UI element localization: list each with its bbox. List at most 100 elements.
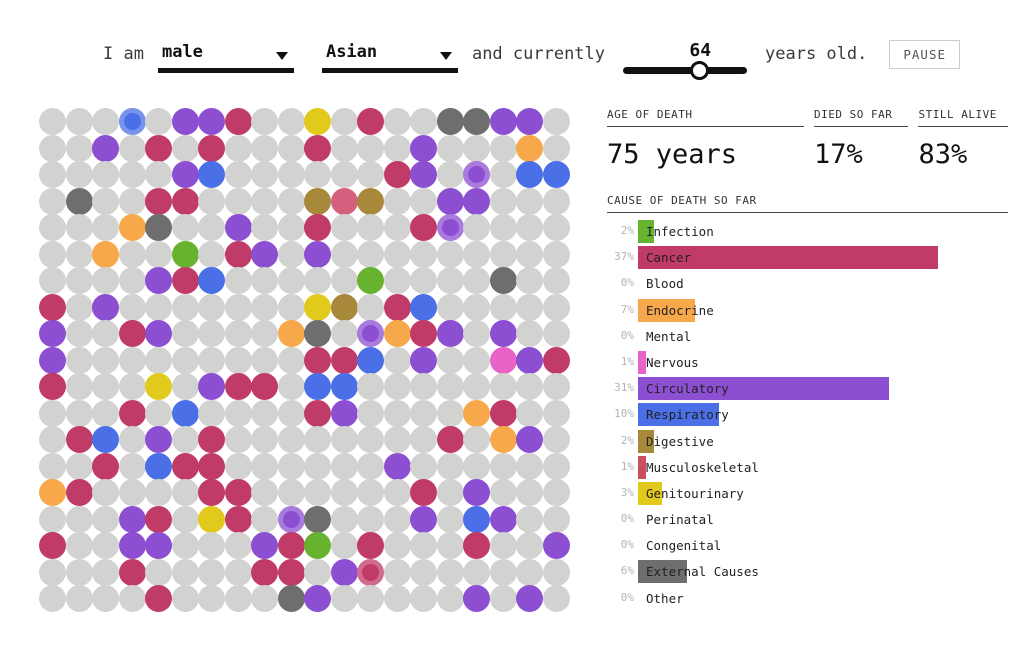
person-dot-alive bbox=[198, 532, 225, 559]
person-dot-alive bbox=[277, 293, 305, 321]
person-dot-alive bbox=[516, 373, 543, 400]
person-dot-alive bbox=[489, 240, 517, 268]
person-dot-alive bbox=[542, 293, 570, 321]
person-dot-alive bbox=[198, 399, 225, 427]
person-dot-alive bbox=[198, 187, 225, 215]
person-dot-alive bbox=[198, 293, 225, 321]
died-so-far-label: DIED SO FAR bbox=[813, 108, 909, 127]
person-dot-dead-blue bbox=[118, 108, 146, 135]
person-dot-dead-purple bbox=[516, 108, 543, 135]
cause-row: 37% Cancer bbox=[607, 245, 1008, 271]
person-dot-alive bbox=[436, 161, 464, 188]
age-slider-track[interactable] bbox=[623, 67, 748, 74]
person-dot-alive bbox=[198, 320, 225, 347]
person-dot-alive bbox=[304, 426, 331, 453]
person-dot-dead-purple bbox=[489, 108, 517, 135]
person-dot-dead-yellow bbox=[304, 293, 331, 321]
person-dot-alive bbox=[277, 479, 305, 506]
person-dot-alive bbox=[65, 214, 93, 241]
person-dot-alive bbox=[489, 585, 517, 612]
person-dot-alive bbox=[489, 134, 517, 162]
person-dot-alive bbox=[92, 532, 119, 559]
person-dot-alive bbox=[410, 426, 437, 453]
person-dot-alive bbox=[542, 479, 570, 506]
person-dot-dead-orange bbox=[92, 240, 119, 268]
cause-pct: 3% bbox=[620, 485, 634, 499]
person-dot-alive bbox=[489, 187, 517, 215]
person-dot-dead-darkgray bbox=[436, 108, 464, 135]
person-dot-dead-crimson bbox=[304, 399, 331, 427]
person-dot-dead-crimson bbox=[224, 108, 252, 135]
cause-row: 0% Congenital bbox=[607, 533, 1008, 559]
race-dropdown-value: Asian bbox=[325, 42, 378, 62]
person-dot-alive bbox=[410, 532, 437, 559]
person-dot-alive bbox=[65, 452, 93, 480]
person-dot-dead-purple bbox=[145, 320, 172, 347]
person-dot-alive bbox=[224, 267, 252, 294]
person-dot-dead-crimson bbox=[171, 187, 199, 215]
person-dot-alive bbox=[516, 267, 543, 294]
person-dot-alive bbox=[198, 240, 225, 268]
person-dot-alive bbox=[277, 134, 305, 162]
person-dot-alive bbox=[65, 346, 93, 374]
person-dot-alive bbox=[118, 293, 146, 321]
person-dot-alive bbox=[171, 373, 199, 400]
person-dot-dead-purple bbox=[516, 426, 543, 453]
person-dot-alive bbox=[357, 373, 384, 400]
sex-dropdown-value: male bbox=[161, 42, 203, 62]
age-slider[interactable]: 64 bbox=[623, 40, 748, 80]
person-dot-dead-purple bbox=[145, 532, 172, 559]
cause-of-death-title: CAUSE OF DEATH SO FAR bbox=[607, 194, 1008, 213]
person-dot-alive bbox=[145, 240, 172, 268]
person-dot-alive bbox=[463, 452, 490, 480]
person-dot-alive bbox=[463, 320, 490, 347]
person-dot-dead-crimson bbox=[198, 479, 225, 506]
still-alive-stat: STILL ALIVE 83% bbox=[918, 108, 1008, 170]
person-dot-alive bbox=[92, 373, 119, 400]
age-slider-value: 64 bbox=[689, 40, 712, 61]
person-dot-alive bbox=[330, 214, 358, 241]
person-dot-dead-purple bbox=[251, 532, 278, 559]
person-dot-alive bbox=[39, 187, 66, 215]
cause-label: Endocrine bbox=[646, 302, 714, 318]
person-dot-alive bbox=[65, 293, 93, 321]
person-dot-alive bbox=[436, 134, 464, 162]
person-dot-dead-crimson bbox=[357, 558, 384, 586]
person-dot-alive bbox=[542, 505, 570, 533]
person-dot-alive bbox=[65, 267, 93, 294]
person-dot-alive bbox=[330, 161, 358, 188]
person-dot-alive bbox=[357, 452, 384, 480]
cause-pct: 0% bbox=[620, 276, 634, 290]
person-dot-dead-crimson bbox=[198, 452, 225, 480]
person-dot-dead-darkgray bbox=[145, 214, 172, 241]
still-alive-label: STILL ALIVE bbox=[918, 108, 1008, 127]
person-dot-dead-crimson bbox=[357, 532, 384, 559]
sex-dropdown[interactable]: male bbox=[157, 40, 294, 73]
person-dot-alive bbox=[436, 399, 464, 427]
person-dot-alive bbox=[224, 161, 252, 188]
person-dot-alive bbox=[39, 452, 66, 480]
person-dot-dead-crimson bbox=[224, 505, 252, 533]
person-dot-alive bbox=[251, 585, 278, 612]
person-dot-dead-blue bbox=[542, 161, 570, 188]
age-slider-handle[interactable] bbox=[690, 61, 710, 80]
person-dot-alive bbox=[277, 267, 305, 294]
person-dot-dead-purple bbox=[463, 479, 490, 506]
person-dot-dead-purple bbox=[436, 187, 464, 215]
cause-row: 6% External Causes bbox=[607, 559, 1008, 585]
cause-pct: 0% bbox=[620, 538, 634, 552]
person-dot-dead-crimson bbox=[304, 346, 331, 374]
person-dot-alive bbox=[118, 187, 146, 215]
person-dot-dead-crimson bbox=[436, 426, 464, 453]
pause-button[interactable]: PAUSE bbox=[889, 40, 961, 69]
person-dot-alive bbox=[92, 161, 119, 188]
person-dot-dead-blue bbox=[463, 505, 490, 533]
cause-label: Genitourinary bbox=[646, 485, 744, 501]
person-dot-alive bbox=[436, 532, 464, 559]
person-dot-alive bbox=[516, 293, 543, 321]
person-dot-alive bbox=[251, 479, 278, 506]
race-dropdown[interactable]: Asian bbox=[321, 40, 458, 73]
person-dot-alive bbox=[92, 505, 119, 533]
person-dot-dead-crimson bbox=[463, 532, 490, 559]
person-dot-alive bbox=[330, 532, 358, 559]
